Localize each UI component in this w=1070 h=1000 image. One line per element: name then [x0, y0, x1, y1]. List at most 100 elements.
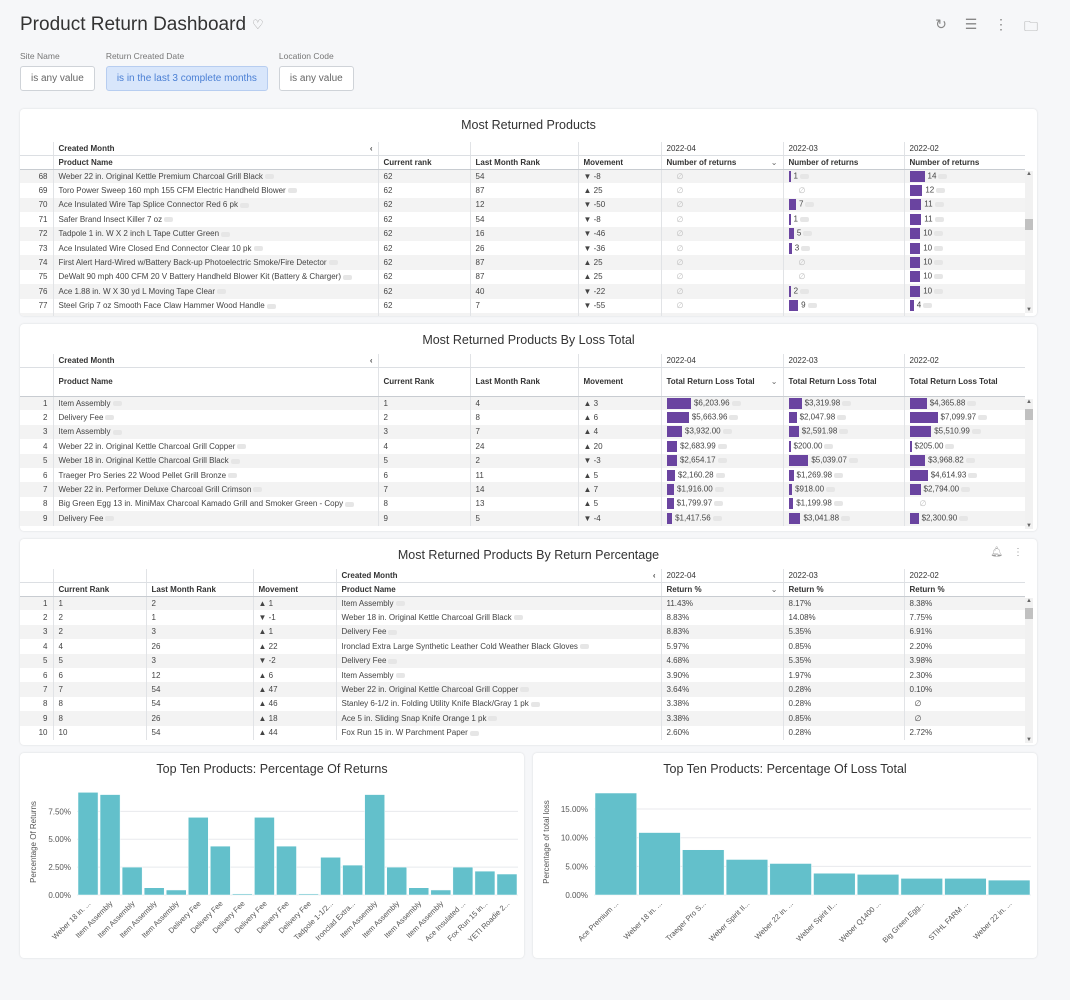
return-pct-cell[interactable]: 2.20%	[903, 639, 1025, 654]
measure-value[interactable]: 11	[924, 214, 933, 224]
scroll-up-icon[interactable]: ▲	[1026, 171, 1032, 177]
chart-bar[interactable]	[496, 873, 518, 896]
measure-value[interactable]: $2,683.99	[680, 441, 716, 451]
measure-value[interactable]: $2,591.98	[801, 427, 838, 437]
return-pct-cell[interactable]: 5.97%	[660, 639, 783, 654]
table-scrollbar[interactable]: ▲ ▼	[1025, 171, 1033, 313]
measure-value[interactable]: 10	[923, 272, 933, 282]
cell-actions-icon[interactable]	[799, 216, 809, 222]
measure-value[interactable]: $5,510.99	[934, 427, 970, 437]
product-name-cell[interactable]: Toro Power Sweep 160 mph 155 CFM Electri…	[52, 183, 378, 198]
measure-value[interactable]: $1,417.56	[675, 513, 711, 523]
product-name[interactable]: Delivery Fee	[58, 413, 104, 423]
product-name-cell[interactable]: Delivery Fee	[335, 624, 661, 640]
sort-chevron-icon[interactable]: ⌄	[770, 377, 778, 386]
row-actions-icon[interactable]	[513, 615, 523, 621]
cell-actions-icon[interactable]	[934, 202, 944, 208]
return-pct-cell[interactable]: ∅	[903, 711, 1025, 726]
table-scrollbar[interactable]: ▲ ▼	[1025, 598, 1033, 743]
row-actions-icon[interactable]	[105, 415, 115, 421]
chart-bar[interactable]	[77, 792, 99, 896]
return-pct-cell[interactable]: 3.98%	[903, 653, 1025, 668]
heart-icon[interactable]: ♡	[252, 17, 264, 32]
measure-value[interactable]: $5,663.96	[691, 412, 728, 422]
measure-value[interactable]: 14	[927, 171, 937, 181]
return-pct-cell[interactable]: 8.38%	[903, 596, 1025, 611]
scroll-down-icon[interactable]: ▼	[1026, 737, 1032, 743]
product-name-cell[interactable]: Traeger Pro Series 22 Wood Pellet Grill …	[52, 467, 378, 483]
product-name-cell[interactable]: Delivery Fee	[52, 511, 378, 526]
return-pct-cell[interactable]: 8.17%	[782, 596, 904, 611]
product-name[interactable]: Toro Power Sweep 160 mph 155 CFM Electri…	[58, 186, 286, 196]
measure-value[interactable]: $4,614.93	[930, 470, 967, 480]
product-name-cell[interactable]: Item Assembly	[52, 396, 378, 411]
row-actions-icon[interactable]	[266, 303, 276, 309]
measure-value[interactable]: $3,319.98	[804, 398, 841, 408]
scroll-down-icon[interactable]: ▼	[1026, 523, 1032, 529]
row-actions-icon[interactable]	[287, 188, 297, 194]
row-actions-icon[interactable]	[345, 501, 355, 507]
cell-actions-icon[interactable]	[714, 501, 724, 507]
measure-value[interactable]: $200.00	[793, 441, 823, 451]
measure-value[interactable]: $7,099.97	[940, 412, 977, 422]
product-name-cell[interactable]: Ironclad Extra Large Synthetic Leather C…	[335, 639, 661, 654]
chart-bar[interactable]	[638, 832, 681, 896]
measure-value[interactable]: $2,047.98	[799, 412, 836, 422]
chart-bar[interactable]	[856, 874, 900, 896]
measure-value[interactable]: $1,269.98	[796, 470, 833, 480]
cell-actions-icon[interactable]	[923, 303, 933, 309]
row-actions-icon[interactable]	[264, 174, 274, 180]
return-pct-cell[interactable]: 2.30%	[903, 667, 1025, 683]
filter-value-button[interactable]: is in the last 3 complete months	[105, 66, 268, 91]
return-pct-cell[interactable]: 6.91%	[903, 624, 1025, 640]
product-name[interactable]: Delivery Fee	[341, 656, 387, 666]
tile-more-icon[interactable]: ⋮	[1013, 547, 1023, 558]
measure-value[interactable]: 11	[924, 200, 933, 210]
column-header-movement[interactable]: Movement	[252, 582, 336, 597]
scrollbar-thumb[interactable]	[1025, 409, 1033, 420]
collapse-chevron-icon[interactable]: ‹	[652, 570, 656, 580]
chart-bar[interactable]	[232, 893, 253, 896]
product-name[interactable]: Traeger Pro Series 22 Wood Pellet Grill …	[58, 470, 227, 480]
collapse-chevron-icon[interactable]: ‹	[369, 355, 373, 365]
return-pct-cell[interactable]: 0.85%	[782, 639, 904, 654]
measure-value[interactable]: 9	[801, 300, 806, 310]
product-name-cell[interactable]: Ace 5 in. Sliding Snap Knife Orange 1 pk	[335, 711, 661, 726]
cell-actions-icon[interactable]	[968, 472, 978, 478]
return-pct-cell[interactable]: 14.08%	[782, 610, 904, 625]
measure-value[interactable]: 1	[793, 171, 798, 181]
row-actions-icon[interactable]	[112, 429, 122, 435]
product-name-cell[interactable]: Ace 1.88 in. W X 30 yd L Moving Tape Cle…	[52, 284, 378, 299]
measure-value[interactable]: $1,199.98	[796, 499, 832, 509]
measure-value[interactable]: 10	[923, 257, 933, 267]
cell-actions-icon[interactable]	[729, 415, 739, 421]
product-name-cell[interactable]: Delivery Fee	[52, 410, 378, 425]
product-name[interactable]: Item Assembly	[341, 598, 394, 608]
product-name-cell[interactable]: Steel Grip 7 oz Smooth Face Claw Hammer …	[52, 298, 378, 313]
row-actions-icon[interactable]	[230, 458, 240, 464]
cell-actions-icon[interactable]	[712, 515, 722, 521]
return-pct-cell[interactable]: 3.90%	[660, 667, 783, 683]
return-pct-cell[interactable]: 3.38%	[660, 711, 783, 726]
return-pct-cell[interactable]: 2.60%	[660, 725, 783, 740]
measure-value[interactable]: $1,799.97	[676, 499, 713, 509]
return-pct-cell[interactable]: 0.85%	[782, 711, 904, 726]
column-header-returns-m3[interactable]: Number of returns	[903, 155, 1025, 170]
measure-value[interactable]: $1,916.00	[677, 484, 713, 494]
product-name[interactable]: Stanley 6-1/2 in. Folding Utility Knife …	[341, 699, 529, 709]
product-name[interactable]: Big Green Egg 13 in. MiniMax Charcoal Ka…	[58, 499, 344, 509]
return-pct-cell[interactable]: 3.38%	[660, 696, 783, 712]
return-pct-cell[interactable]: 3.64%	[660, 682, 783, 697]
chart-bar[interactable]	[121, 866, 143, 896]
product-name-cell[interactable]: Weber 22 in. Performer Deluxe Charcoal G…	[52, 482, 378, 497]
cell-actions-icon[interactable]	[824, 443, 834, 449]
chart-bar[interactable]	[452, 866, 474, 896]
collapse-chevron-icon[interactable]: ‹	[369, 143, 373, 153]
alert-bell-icon[interactable]: 🔔︎	[990, 547, 1003, 558]
row-actions-icon[interactable]	[388, 658, 398, 664]
row-actions-icon[interactable]	[253, 246, 263, 252]
folder-icon[interactable]: 🗀	[1024, 18, 1038, 34]
measure-value[interactable]: $2,160.28	[678, 470, 714, 480]
product-name[interactable]: Steel Grip 7 oz Smooth Face Claw Hammer …	[58, 301, 265, 311]
cell-actions-icon[interactable]	[965, 458, 975, 464]
